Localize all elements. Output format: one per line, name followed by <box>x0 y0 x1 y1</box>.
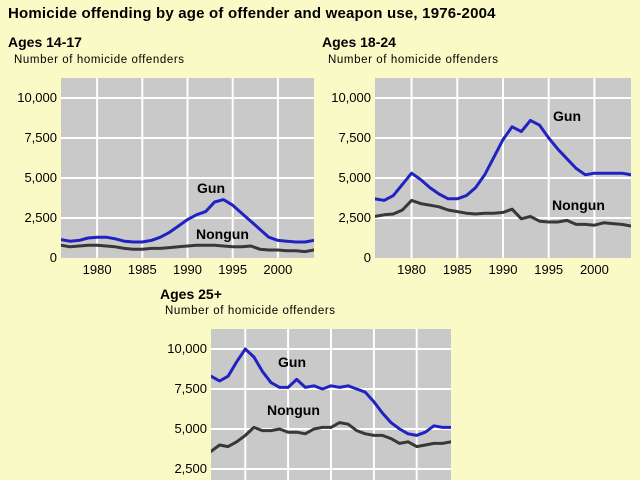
y-axis-label-ages-18-24: Number of homicide offenders <box>328 54 499 66</box>
chart-svg <box>61 78 314 258</box>
y-tick-label: 2,500 <box>338 210 371 225</box>
series-label-nongun: Nongun <box>196 226 249 242</box>
panel-title-ages-25-plus: Ages 25+ <box>160 286 222 302</box>
x-tick-label: 2000 <box>579 262 609 277</box>
y-tick-label: 5,000 <box>174 421 207 436</box>
series-label-nongun: Nongun <box>267 402 320 418</box>
x-tick-label: 1995 <box>218 262 248 277</box>
page-title: Homicide offending by age of offender an… <box>8 5 496 22</box>
x-tick-label: 1980 <box>82 262 112 277</box>
y-axis-label-ages-25-plus: Number of homicide offenders <box>165 305 336 317</box>
y-tick-label: 7,500 <box>24 130 57 145</box>
x-tick-label: 1990 <box>488 262 518 277</box>
y-tick-label: 0 <box>49 250 57 265</box>
series-label-nongun: Nongun <box>552 197 605 213</box>
chart-svg <box>375 78 631 258</box>
y-tick-label: 5,000 <box>24 170 57 185</box>
series-label-gun: Gun <box>197 180 225 196</box>
chart-svg <box>211 329 451 480</box>
y-axis-label-ages-14-17: Number of homicide offenders <box>14 54 185 66</box>
plot-area-ages-25-plus <box>211 329 451 480</box>
x-tick-label: 1980 <box>397 262 427 277</box>
y-tick-label: 7,500 <box>174 381 207 396</box>
y-tick-label: 2,500 <box>24 210 57 225</box>
x-tick-label: 2000 <box>263 262 293 277</box>
y-tick-label: 10,000 <box>331 90 371 105</box>
plot-area-ages-18-24 <box>375 78 631 258</box>
panel-title-ages-18-24: Ages 18-24 <box>322 34 396 50</box>
panel-title-ages-14-17: Ages 14-17 <box>8 34 82 50</box>
y-tick-label: 10,000 <box>167 341 207 356</box>
series-label-gun: Gun <box>278 354 306 370</box>
y-tick-label: 0 <box>363 250 371 265</box>
x-tick-label: 1990 <box>173 262 202 277</box>
y-tick-label: 7,500 <box>338 130 371 145</box>
y-tick-label: 10,000 <box>17 90 57 105</box>
y-tick-label: 5,000 <box>338 170 371 185</box>
plot-area-ages-14-17 <box>61 78 314 258</box>
x-tick-label: 1985 <box>442 262 472 277</box>
x-tick-label: 1985 <box>127 262 157 277</box>
y-tick-label: 2,500 <box>174 461 207 476</box>
x-tick-label: 1995 <box>534 262 564 277</box>
series-label-gun: Gun <box>553 108 581 124</box>
